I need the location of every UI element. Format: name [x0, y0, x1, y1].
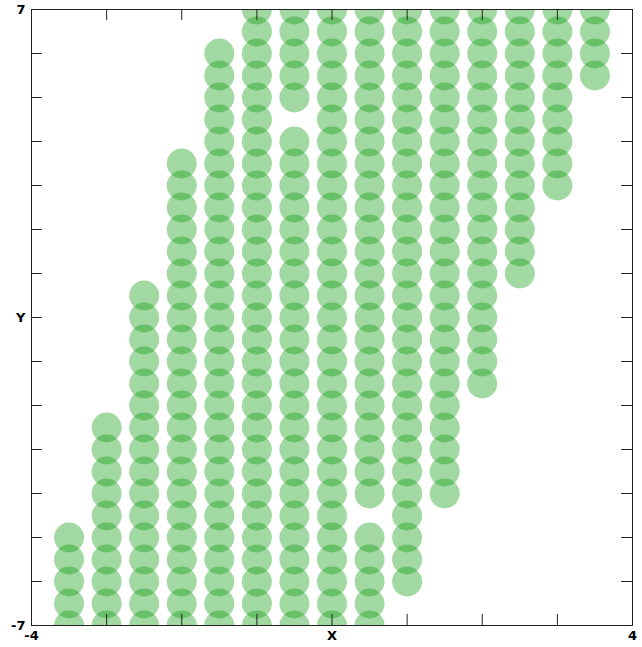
svg-text:4: 4: [628, 628, 637, 643]
svg-text:-4: -4: [24, 628, 38, 643]
svg-text:7: 7: [16, 2, 25, 17]
svg-text:X: X: [327, 628, 337, 643]
svg-text:Y: Y: [15, 310, 26, 325]
svg-text:-7: -7: [11, 618, 25, 633]
